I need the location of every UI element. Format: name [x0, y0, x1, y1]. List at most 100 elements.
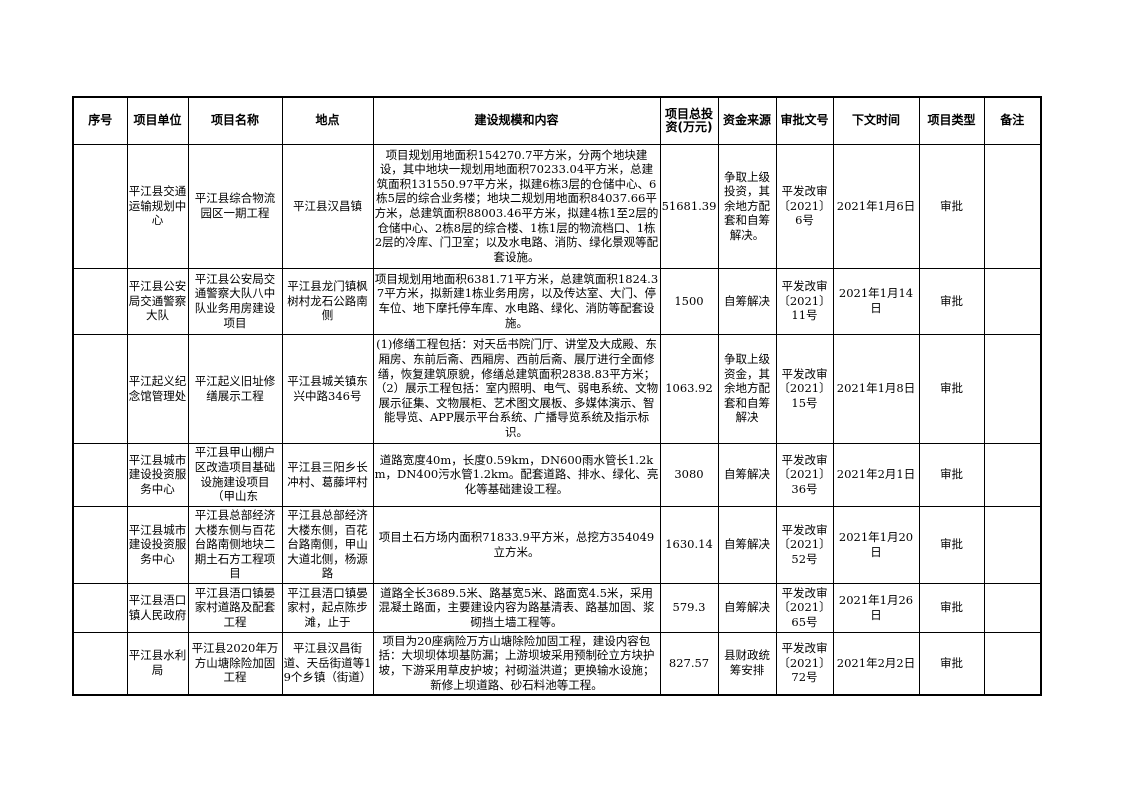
location-text: 平江县城关镇东兴中路346号: [287, 373, 368, 403]
location-cell: 平江县汉昌镇: [281, 143, 374, 269]
issue-date-text: 2021年1月20日: [838, 529, 914, 559]
total-investment-text: 579.3: [672, 600, 706, 615]
project-name-cell: 平江县公安局交通警察大队八中队业务用房建设项目: [187, 267, 283, 335]
project-unit-cell: 平江县水利局: [126, 631, 189, 695]
header-row: 序号 项目单位 项目名称 地点 建设规模和内容 项目总投资(万元) 资金来源 审批文号 下文时间…: [72, 96, 1042, 145]
project-type-cell: 审批: [918, 267, 985, 335]
table-row: 平江县浯口镇人民政府 平江县浯口镇晏家村道路及配套工程 平江县浯口镇晏家村，起点陈步…: [72, 582, 1042, 633]
header-serial-number: 序号: [72, 96, 128, 145]
project-unit-cell: 平江起义纪念馆管理处: [126, 333, 189, 444]
approval-number-text: 平发改审〔2021〕15号: [778, 366, 831, 410]
total-investment-text: 51681.39: [661, 198, 717, 213]
header-location: 地点: [281, 96, 374, 145]
header-total-investment: 项目总投资(万元): [659, 96, 719, 145]
construction-scale-text: 项目规划用地面积154270.7平方米，分两个地块建设，其中地块一规划用地面积7…: [374, 147, 659, 264]
serial-number-cell: [72, 631, 128, 695]
funding-source-cell: 自筹解决: [717, 505, 777, 584]
approval-number-cell: 平发改审〔2021〕65号: [775, 582, 834, 633]
funding-source-cell: 争取上级投资，其余地方配套和自筹解决。: [717, 143, 777, 269]
approval-number-text: 平发改审〔2021〕36号: [778, 452, 831, 496]
header-approval-number: 审批文号: [775, 96, 834, 145]
project-unit-cell: 平江县交通运输规划中心: [126, 143, 189, 269]
project-unit-text: 平江县城市建设投资服务中心: [128, 452, 187, 496]
project-name-cell: 平江县浯口镇晏家村道路及配套工程: [187, 582, 283, 633]
total-investment-cell: 827.57: [659, 631, 719, 695]
project-unit-cell: 平江县浯口镇人民政府: [126, 582, 189, 633]
project-type-text: 审批: [940, 600, 963, 615]
funding-source-text: 自筹解决: [724, 293, 770, 308]
header-project-type: 项目类型: [918, 96, 985, 145]
location-text: 平江县汉昌镇: [293, 198, 362, 213]
construction-scale-cell: 项目为20座病险万方山塘除险加固工程，建设内容包括：大坝坝体坝基防漏；上游坝坡采…: [372, 631, 661, 695]
serial-number-cell: [72, 143, 128, 269]
total-investment-cell: 579.3: [659, 582, 719, 633]
issue-date-cell: 2021年2月2日: [832, 631, 920, 695]
funding-source-text: 争取上级资金，其余地方配套和自筹解决: [724, 352, 770, 425]
project-name-text: 平江县浯口镇晏家村道路及配套工程: [194, 585, 276, 629]
approval-number-cell: 平发改审〔2021〕36号: [775, 442, 834, 507]
project-type-cell: 审批: [918, 442, 985, 507]
project-type-cell: 审批: [918, 505, 985, 584]
table-row: 平江县公安局交通警察大队 平江县公安局交通警察大队八中队业务用房建设项目 平江县龙门…: [72, 267, 1042, 335]
project-unit-text: 平江县交通运输规划中心: [128, 184, 187, 228]
project-unit-cell: 平江县城市建设投资服务中心: [126, 442, 189, 507]
construction-scale-cell: 项目规划用地面积6381.71平方米，总建筑面积1824.37平方米，拟新建1栋…: [372, 267, 661, 335]
approval-number-cell: 平发改审〔2021〕15号: [775, 333, 834, 444]
project-unit-text: 平江起义纪念馆管理处: [128, 373, 187, 403]
project-name-text: 平江县2020年万方山塘除险加固工程: [191, 641, 279, 685]
serial-number-cell: [72, 333, 128, 444]
funding-source-text: 自筹解决: [724, 467, 770, 482]
remark-cell: [983, 442, 1042, 507]
table-row: 平江县城市建设投资服务中心 平江县总部经济大楼东侧与百花台路南侧地块二期土石方工程…: [72, 505, 1042, 584]
project-type-text: 审批: [940, 198, 963, 213]
project-type-text: 审批: [940, 467, 963, 482]
approval-number-text: 平发改审〔2021〕72号: [778, 641, 831, 685]
project-unit-cell: 平江县城市建设投资服务中心: [126, 505, 189, 584]
table-row: 平江县交通运输规划中心 平江县综合物流园区一期工程 平江县汉昌镇 项目规划用地面积15…: [72, 143, 1042, 269]
project-type-cell: 审批: [918, 582, 985, 633]
location-cell: 平江县浯口镇晏家村，起点陈步滩，止于: [281, 582, 374, 633]
project-name-text: 平江县综合物流园区一期工程: [194, 191, 276, 220]
project-type-text: 审批: [940, 537, 963, 552]
total-investment-cell: 51681.39: [659, 143, 719, 269]
location-cell: 平江县三阳乡长冲村、葛藤坪村: [281, 442, 374, 507]
header-funding-source: 资金来源: [717, 96, 777, 145]
project-type-text: 审批: [940, 293, 963, 308]
approval-number-text: 平发改审〔2021〕11号: [778, 279, 831, 323]
issue-date-cell: 2021年1月8日: [832, 333, 920, 444]
construction-scale-text: 道路全长3689.5米、路基宽5米、路面宽4.5米，采用混凝土路面，主要建设内容…: [378, 585, 655, 629]
construction-scale-cell: 道路宽度40m，长度0.59km，DN600雨水管长1.2km，DN400污水管…: [372, 442, 661, 507]
construction-scale-text: (1)修缮工程包括：对天岳书院门厅、讲堂及大成殿、东厢房、东前后斋、西厢房、西前…: [374, 337, 659, 439]
issue-date-text: 2021年1月8日: [836, 381, 916, 396]
location-cell: 平江县汉昌街道、天岳街道等19个乡镇（街道）: [281, 631, 374, 695]
project-unit-text: 平江县浯口镇人民政府: [128, 592, 187, 622]
remark-cell: [983, 333, 1042, 444]
project-unit-text: 平江县水利局: [128, 648, 187, 677]
remark-cell: [983, 267, 1042, 335]
funding-source-text: 争取上级投资，其余地方配套和自筹解决。: [724, 169, 770, 242]
project-unit-text: 平江县城市建设投资服务中心: [128, 522, 187, 566]
issue-date-cell: 2021年1月6日: [832, 143, 920, 269]
location-text: 平江县龙门镇枫树村龙石公路南侧: [287, 279, 368, 323]
total-investment-text: 3080: [674, 467, 704, 482]
project-type-text: 审批: [940, 381, 963, 396]
project-name-cell: 平江起义旧址修缮展示工程: [187, 333, 283, 444]
issue-date-cell: 2021年2月1日: [832, 442, 920, 507]
approval-number-cell: 平发改审〔2021〕72号: [775, 631, 834, 695]
construction-scale-cell: (1)修缮工程包括：对天岳书院门厅、讲堂及大成殿、东厢房、东前后斋、西厢房、西前…: [372, 333, 661, 444]
location-cell: 平江县城关镇东兴中路346号: [281, 333, 374, 444]
issue-date-text: 2021年1月6日: [836, 198, 916, 213]
table-row: 平江县水利局 平江县2020年万方山塘除险加固工程 平江县汉昌街道、天岳街道等19个…: [72, 631, 1042, 695]
funding-source-cell: 争取上级资金，其余地方配套和自筹解决: [717, 333, 777, 444]
total-investment-text: 1500: [674, 293, 704, 308]
issue-date-cell: 2021年1月20日: [832, 505, 920, 584]
project-name-text: 平江起义旧址修缮展示工程: [194, 373, 276, 403]
funding-source-cell: 自筹解决: [717, 442, 777, 507]
project-approval-table: 序号 项目单位 项目名称 地点 建设规模和内容 项目总投资(万元) 资金来源 审批文号 下文时间…: [72, 96, 1042, 696]
total-investment-cell: 1500: [659, 267, 719, 335]
project-name-cell: 平江县甲山棚户区改造项目基础设施建设项目（甲山东: [187, 442, 283, 507]
project-type-cell: 审批: [918, 631, 985, 695]
funding-source-text: 县财政统筹安排: [724, 648, 770, 677]
project-type-cell: 审批: [918, 143, 985, 269]
funding-source-cell: 县财政统筹安排: [717, 631, 777, 695]
